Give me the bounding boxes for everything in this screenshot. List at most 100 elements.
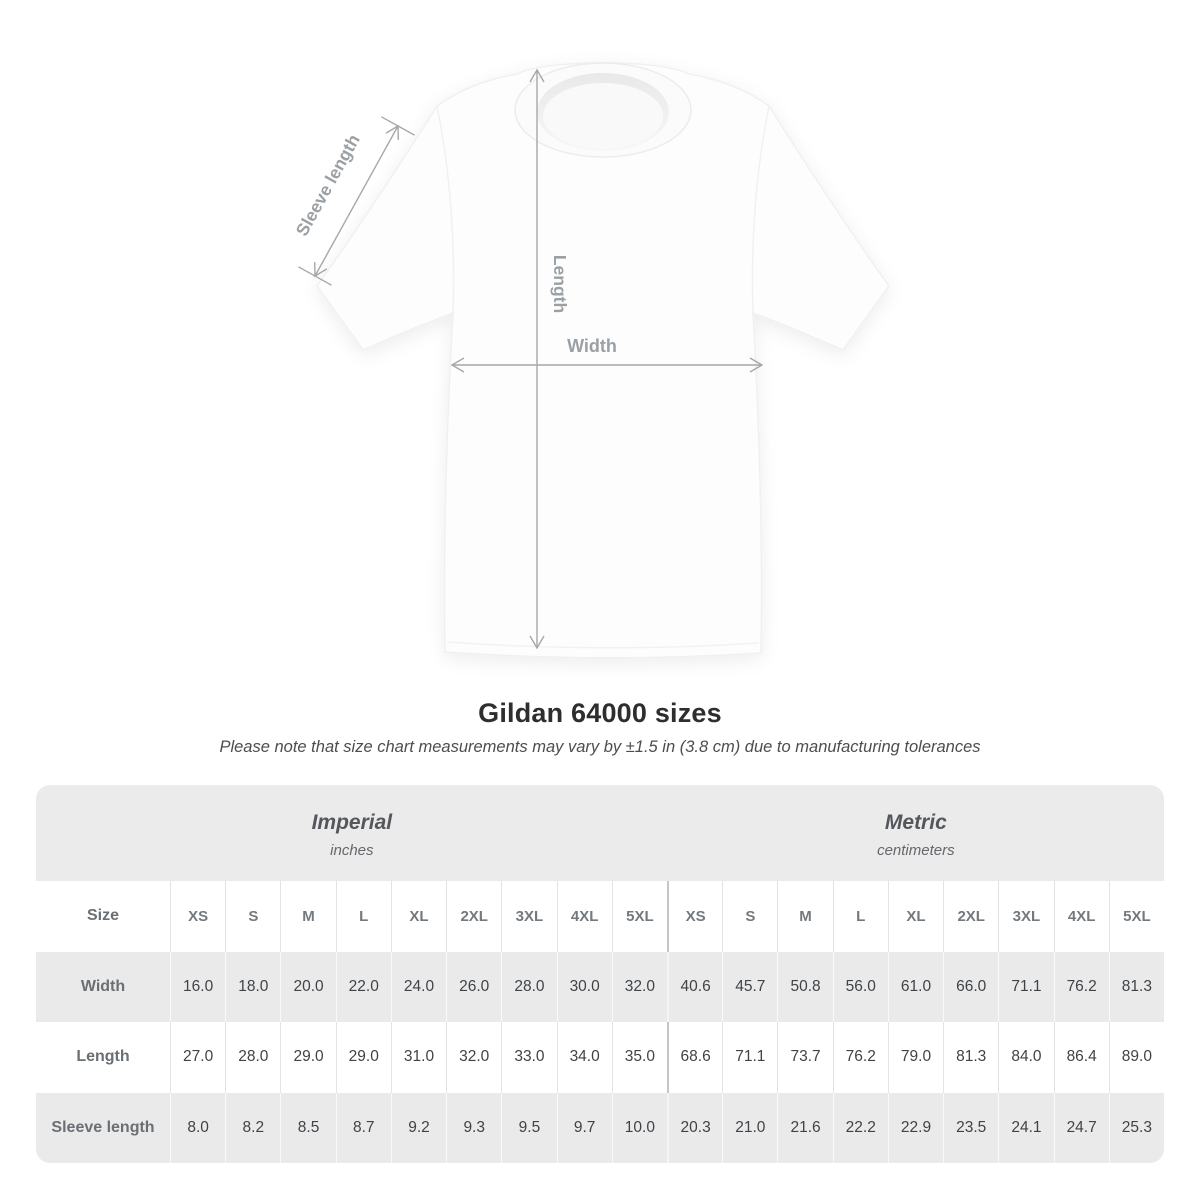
value-cell-imperial: 32.0 — [446, 1022, 501, 1093]
width-arrow — [450, 357, 764, 373]
value-cell-imperial: 8.0 — [170, 1092, 225, 1163]
value-cell-metric: 68.6 — [666, 1022, 722, 1093]
value-cell-imperial: 24.0 — [390, 951, 446, 1022]
size-header-metric-5xl: 5XL — [1108, 881, 1164, 952]
value-cell-metric: 76.2 — [1053, 951, 1109, 1022]
size-header-metric-3xl: 3XL — [998, 881, 1053, 952]
value-cell-metric: 20.3 — [666, 1092, 722, 1163]
value-cell-imperial: 33.0 — [501, 1022, 556, 1093]
value-cell-metric: 22.2 — [832, 1092, 888, 1163]
length-label: Length — [550, 255, 570, 313]
value-cell-metric: 24.1 — [998, 1092, 1053, 1163]
value-cell-metric: 21.6 — [777, 1092, 832, 1163]
value-cell-metric: 21.0 — [722, 1092, 777, 1163]
value-cell-metric: 86.4 — [1053, 1022, 1109, 1093]
shirt-diagram-svg: Sleeve length Length Width — [292, 62, 890, 659]
size-header-imperial-3xl: 3XL — [501, 881, 556, 952]
value-cell-metric: 81.3 — [1108, 951, 1164, 1022]
width-label: Width — [567, 336, 617, 356]
size-header-metric-m: M — [777, 881, 832, 952]
size-header-imperial-xl: XL — [390, 881, 446, 952]
row-label: Width — [80, 977, 126, 995]
value-cell-imperial: 34.0 — [556, 1022, 612, 1093]
unit-header-band: Imperial inches Metric centimeters — [36, 785, 1164, 881]
shirt-measurement-diagram: Sleeve length Length Width — [292, 62, 890, 659]
value-cell-imperial: 9.7 — [556, 1092, 612, 1163]
table-row-sleeve-length: Sleeve length 8.0 8.2 8.5 8.7 9.2 9.3 9.5 9.7 10.… — [36, 1092, 1164, 1163]
value-cell-metric: 23.5 — [943, 1092, 998, 1163]
title-block: Gildan 64000 sizes Please note that size… — [0, 698, 1200, 757]
size-header-row: Size XS S M L XL 2XL 3XL 4XL 5XL XS S M L XL 2XL 3XL 4XL 5… — [36, 881, 1164, 952]
value-cell-metric: 79.0 — [887, 1022, 943, 1093]
value-cell-metric: 61.0 — [887, 951, 943, 1022]
sleeve-length-arrow — [298, 116, 415, 286]
value-cell-imperial: 8.5 — [280, 1092, 335, 1163]
value-cell-metric: 71.1 — [722, 1022, 777, 1093]
size-header-imperial-4xl: 4XL — [556, 881, 612, 952]
metric-header: Metric centimeters — [668, 785, 1164, 881]
row-label: Sleeve length — [51, 1118, 155, 1136]
metric-label: Metric — [884, 811, 947, 834]
size-header-metric-4xl: 4XL — [1053, 881, 1109, 952]
value-cell-imperial: 35.0 — [611, 1022, 667, 1093]
value-cell-imperial: 9.5 — [501, 1092, 556, 1163]
value-cell-metric: 50.8 — [777, 951, 832, 1022]
value-cell-imperial: 28.0 — [501, 951, 556, 1022]
size-header-imperial-s: S — [225, 881, 280, 952]
size-header-metric-2xl: 2XL — [943, 881, 998, 952]
value-cell-metric: 71.1 — [998, 951, 1053, 1022]
size-header-metric-l: L — [832, 881, 888, 952]
value-cell-imperial: 31.0 — [390, 1022, 446, 1093]
table-row-width: Width 16.0 18.0 20.0 22.0 24.0 26.0 28.0 30.0 32.… — [36, 951, 1164, 1022]
imperial-sublabel: inches — [330, 842, 374, 859]
size-header-metric-xl: XL — [887, 881, 943, 952]
size-header-imperial-l: L — [335, 881, 391, 952]
value-cell-metric: 73.7 — [777, 1022, 832, 1093]
size-header-imperial-2xl: 2XL — [446, 881, 501, 952]
value-cell-metric: 66.0 — [943, 951, 998, 1022]
size-header-imperial-5xl: 5XL — [611, 881, 667, 952]
table-row-length: Length 27.0 28.0 29.0 29.0 31.0 32.0 33.0 34.0 35… — [36, 1022, 1164, 1093]
length-arrow — [529, 68, 545, 650]
value-cell-imperial: 8.2 — [225, 1092, 280, 1163]
dimension-lines — [298, 68, 764, 650]
value-cell-imperial: 9.3 — [446, 1092, 501, 1163]
value-cell-imperial: 29.0 — [335, 1022, 391, 1093]
value-cell-imperial: 26.0 — [446, 951, 501, 1022]
value-cell-imperial: 30.0 — [556, 951, 612, 1022]
value-cell-imperial: 32.0 — [611, 951, 667, 1022]
value-cell-imperial: 16.0 — [170, 951, 225, 1022]
sleeve-length-label: Sleeve length — [292, 131, 364, 239]
imperial-label: Imperial — [311, 811, 393, 834]
value-cell-metric: 45.7 — [722, 951, 777, 1022]
size-header-imperial-m: M — [280, 881, 335, 952]
value-cell-imperial: 29.0 — [280, 1022, 335, 1093]
value-cell-metric: 22.9 — [887, 1092, 943, 1163]
value-cell-imperial: 10.0 — [611, 1092, 667, 1163]
value-cell-metric: 89.0 — [1108, 1022, 1164, 1093]
size-header-metric-s: S — [722, 881, 777, 952]
metric-sublabel: centimeters — [877, 842, 955, 859]
value-cell-metric: 84.0 — [998, 1022, 1053, 1093]
value-cell-metric: 24.7 — [1053, 1092, 1109, 1163]
value-cell-imperial: 8.7 — [335, 1092, 391, 1163]
value-cell-imperial: 20.0 — [280, 951, 335, 1022]
imperial-header: Imperial inches — [36, 785, 668, 881]
value-cell-imperial: 18.0 — [225, 951, 280, 1022]
size-corner-label: Size — [86, 907, 119, 925]
value-cell-metric: 40.6 — [666, 951, 722, 1022]
tshirt-image — [316, 62, 890, 659]
size-header-imperial-xs: XS — [170, 881, 225, 952]
value-cell-metric: 76.2 — [832, 1022, 888, 1093]
value-cell-imperial: 9.2 — [390, 1092, 446, 1163]
value-cell-metric: 81.3 — [943, 1022, 998, 1093]
value-cell-imperial: 22.0 — [335, 951, 391, 1022]
value-cell-imperial: 28.0 — [225, 1022, 280, 1093]
size-table: Imperial inches Metric centimeters Size X… — [36, 785, 1164, 1163]
row-label: Length — [76, 1048, 130, 1066]
value-cell-metric: 25.3 — [1108, 1092, 1164, 1163]
value-cell-metric: 56.0 — [832, 951, 888, 1022]
page-title: Gildan 64000 sizes — [478, 698, 722, 728]
tolerance-note: Please note that size chart measurements… — [219, 738, 981, 756]
size-header-metric-xs: XS — [666, 881, 722, 952]
